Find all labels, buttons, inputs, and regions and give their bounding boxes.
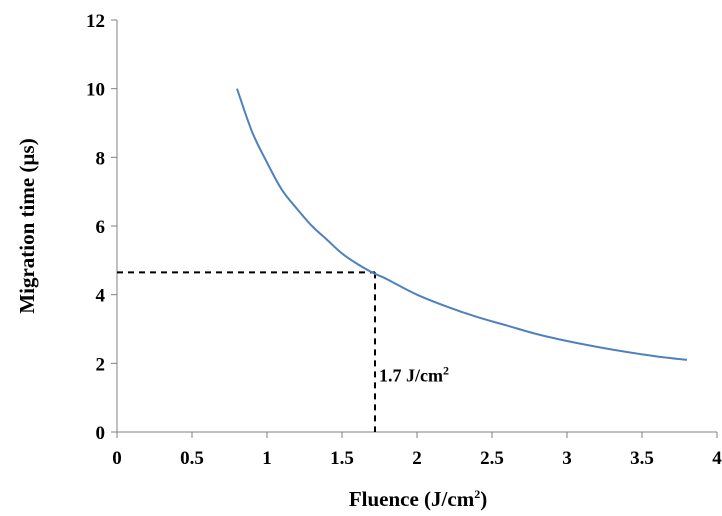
annotation-label: 1.7 J/cm2 xyxy=(379,363,449,385)
x-tick-label: 3 xyxy=(562,448,572,469)
x-tick-label: 0.5 xyxy=(180,448,204,469)
x-tick-label: 1.5 xyxy=(330,448,354,469)
x-tick-label: 1 xyxy=(262,448,272,469)
x-tick-label: 0 xyxy=(112,448,122,469)
x-axis-title: Fluence (J/cm2) xyxy=(349,487,487,511)
series xyxy=(236,88,688,361)
y-tick-label: 10 xyxy=(86,80,105,101)
annotation: 1.7 J/cm2 xyxy=(379,363,449,385)
x-tick-labels: 0 0.5 1 1.5 2 2.5 3 3.5 4 xyxy=(112,448,722,469)
y-tick-label: 2 xyxy=(96,354,106,375)
x-tick-label: 3.5 xyxy=(630,448,654,469)
y-tick-label: 6 xyxy=(96,217,106,238)
series-line xyxy=(236,88,688,361)
y-tick-label: 0 xyxy=(96,423,106,444)
y-tick-label: 12 xyxy=(86,11,105,32)
x-tick-label: 2.5 xyxy=(480,448,504,469)
guide-lines xyxy=(117,271,376,432)
y-tick-label: 8 xyxy=(96,148,106,169)
axes xyxy=(111,19,718,438)
x-tick-label: 2 xyxy=(412,448,422,469)
y-tick-label: 4 xyxy=(96,286,106,307)
y-axis-title: Migration time (µs) xyxy=(15,138,39,313)
y-tick-labels: 0 2 4 6 8 10 12 xyxy=(86,11,106,444)
x-tick-label: 4 xyxy=(712,448,722,469)
